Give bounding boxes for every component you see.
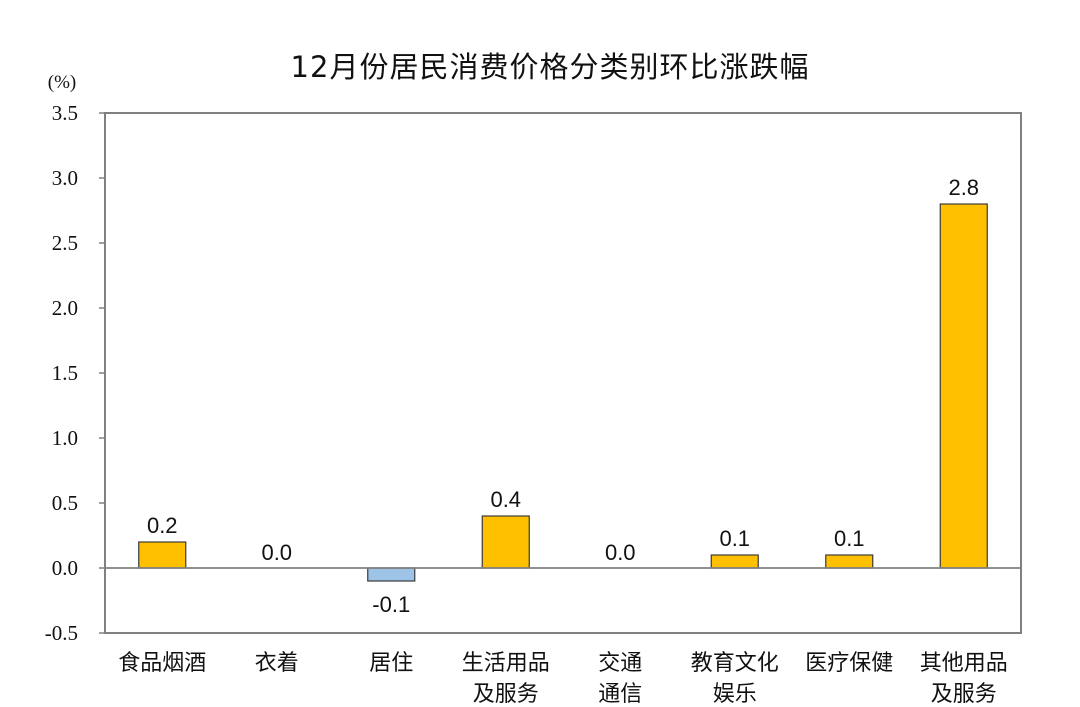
data-label: 0.0 <box>605 540 636 565</box>
data-label: 2.8 <box>948 175 979 200</box>
bar <box>367 567 416 582</box>
y-tick-label: 0.5 <box>52 491 78 515</box>
category-label: 医疗保健 <box>805 651 893 676</box>
y-tick-label: 1.5 <box>52 361 78 385</box>
chart-title: 12月份居民消费价格分类别环比涨跌幅 <box>290 50 810 84</box>
category-label: 及服务 <box>473 682 539 707</box>
data-label: 0.4 <box>490 487 521 512</box>
y-tick-label: -0.5 <box>45 621 78 645</box>
bar <box>939 203 988 569</box>
y-tick-label: 0.0 <box>52 556 78 580</box>
category-label: 居住 <box>369 651 413 676</box>
category-label: 生活用品 <box>462 651 550 676</box>
category-label: 交通 <box>598 651 642 676</box>
y-tick-label: 2.5 <box>52 231 78 255</box>
plot-frame <box>104 112 1022 634</box>
data-label: -0.1 <box>372 592 410 617</box>
data-label: 0.2 <box>147 513 178 538</box>
y-tick-label: 3.5 <box>52 101 78 125</box>
data-label: 0.1 <box>834 526 865 551</box>
category-label: 其他用品 <box>920 651 1008 676</box>
y-axis: (%) 3.5 3.0 2.5 2.0 1.5 1.0 0.5 0.0 -0.5 <box>45 72 1022 645</box>
category-label: 食品烟酒 <box>118 651 206 676</box>
y-tick-label: 1.0 <box>52 426 78 450</box>
category-label: 教育文化 <box>691 651 779 676</box>
category-label: 及服务 <box>931 682 997 707</box>
data-label: 0.0 <box>261 540 292 565</box>
y-axis-unit: (%) <box>48 72 76 93</box>
y-tick-label: 2.0 <box>52 296 78 320</box>
category-label: 衣着 <box>255 651 299 676</box>
bar <box>138 541 187 569</box>
category-label: 娱乐 <box>713 682 757 707</box>
bar <box>710 554 759 569</box>
y-tick-label: 3.0 <box>52 166 78 190</box>
bars <box>138 203 988 582</box>
category-label: 通信 <box>598 682 642 707</box>
data-label: 0.1 <box>719 526 750 551</box>
bar <box>481 515 530 569</box>
bar <box>825 554 874 569</box>
data-labels: 0.2 0.0 -0.1 0.4 0.0 0.1 0.1 2.8 <box>147 175 979 617</box>
